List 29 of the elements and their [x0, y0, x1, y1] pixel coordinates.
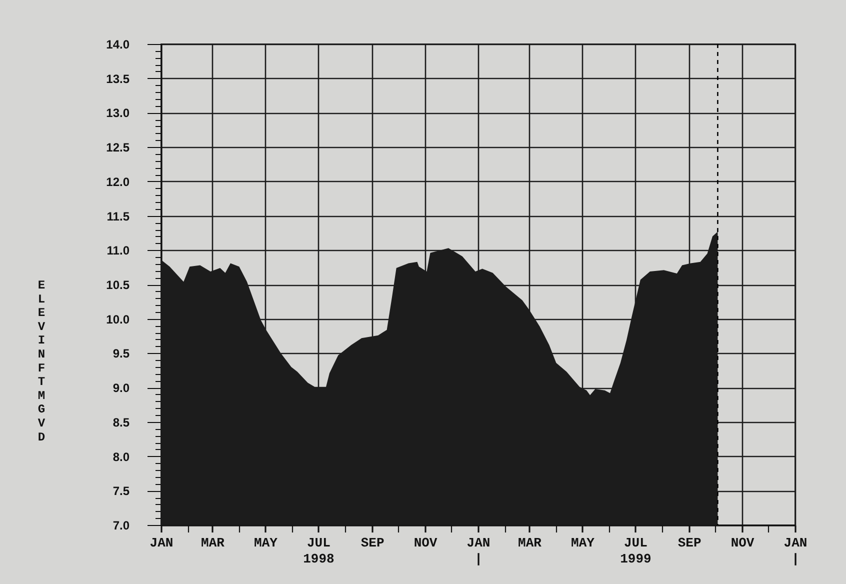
x-tick-label: JUL 1998: [303, 536, 334, 566]
text: E L E V I N F T M G V D: [38, 278, 46, 444]
x-tick-label: SEP: [678, 536, 702, 550]
x-tick-label: JUL 1999: [620, 536, 652, 566]
x-tick-label: MAR: [201, 536, 225, 550]
x-tick-label: NOV: [730, 536, 754, 550]
y-tick-label: 9.0: [112, 381, 130, 396]
y-tick-label: 10.5: [106, 278, 130, 292]
y-tick-label: 11.5: [106, 209, 130, 224]
y-tick-label: 13.0: [106, 106, 130, 120]
y-tick-label: 12.0: [106, 174, 130, 189]
x-tick-label: MAY: [254, 536, 278, 550]
y-tick-label: 8.5: [112, 415, 130, 430]
y-tick-label: 11.0: [106, 244, 130, 258]
x-tick-label: NOV: [414, 536, 438, 550]
y-tick-label: 12.5: [106, 140, 130, 155]
x-tick-label: JAN |: [784, 536, 808, 566]
y-tick-label: 14.0: [106, 38, 130, 52]
y-tick-label: 13.5: [106, 72, 130, 86]
y-tick-label: 10.0: [106, 312, 130, 326]
x-tick-label: JAN: [150, 536, 174, 550]
y-tick-label: 9.5: [112, 346, 130, 361]
y-tick-label: 7.5: [112, 484, 130, 498]
x-tick-label: MAR: [518, 536, 542, 550]
x-tick-label: SEP: [360, 536, 384, 550]
x-tick-label: MAY: [571, 536, 595, 550]
y-tick-label: 8.0: [112, 450, 130, 464]
y-tick-label: 7.0: [112, 518, 130, 532]
x-tick-label: JAN |: [466, 536, 490, 566]
